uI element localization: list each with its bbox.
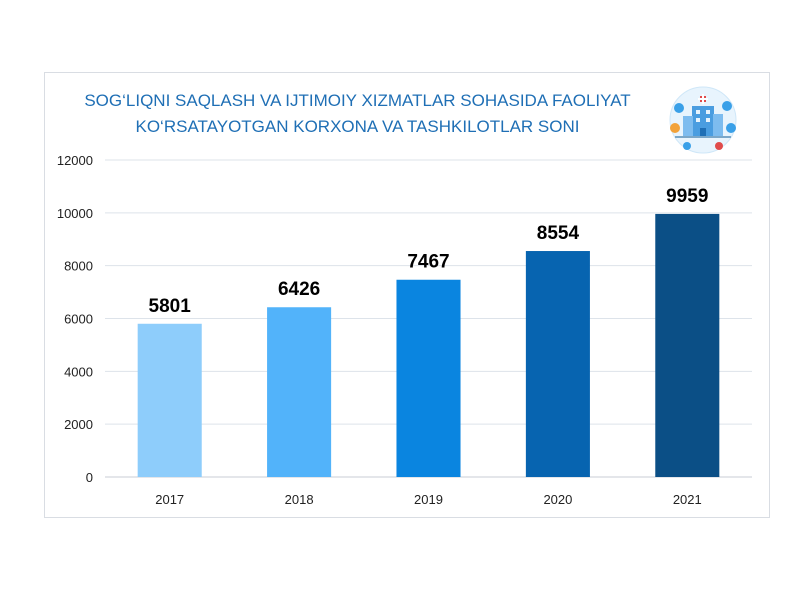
bar [137, 323, 202, 477]
x-tick-label: 2018 [285, 492, 314, 507]
bar-value-label: 9959 [666, 186, 708, 207]
bar-value-label: 8554 [537, 223, 580, 244]
y-tick-label: 10000 [57, 206, 93, 221]
y-tick-label: 12000 [57, 153, 93, 168]
y-tick-label: 6000 [64, 312, 93, 327]
bar [396, 279, 461, 477]
y-tick-label: 8000 [64, 259, 93, 274]
bar [267, 307, 332, 477]
bar [525, 251, 590, 477]
x-tick-label: 2019 [414, 492, 443, 507]
y-tick-label: 2000 [64, 417, 93, 432]
bar-value-label: 5801 [149, 296, 192, 317]
y-tick-label: 0 [86, 470, 93, 485]
y-tick-label: 4000 [64, 364, 93, 379]
healthcare-buildings-icon [669, 86, 737, 154]
bar-value-label: 7467 [407, 252, 449, 273]
x-tick-label: 2021 [673, 492, 702, 507]
chart-title-line-1: SOG‘LIQNI SAQLASH VA IJTIMOIY XIZMATLAR … [84, 91, 631, 110]
bar-value-label: 6426 [278, 279, 320, 300]
x-tick-label: 2017 [155, 492, 184, 507]
chart-title-line-2: KO‘RSATAYOTGAN KORXONA VA TASHKILOTLAR S… [135, 117, 580, 136]
x-tick-label: 2020 [543, 492, 572, 507]
chart-title: SOG‘LIQNI SAQLASH VA IJTIMOIY XIZMATLAR … [50, 88, 665, 140]
bar [655, 213, 720, 477]
